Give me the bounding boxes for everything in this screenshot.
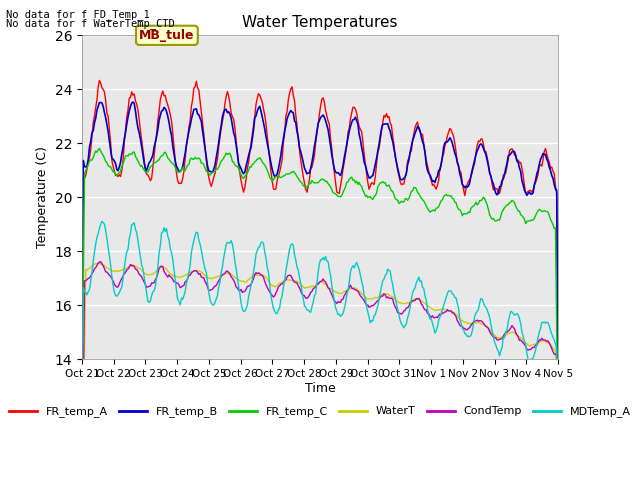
CondTemp xyxy=(554,448,562,454)
Line: WaterT: WaterT xyxy=(82,263,558,480)
WaterT xyxy=(94,260,102,266)
WaterT xyxy=(95,261,103,266)
FR_temp_A xyxy=(554,375,562,381)
X-axis label: Time: Time xyxy=(305,382,335,395)
Line: FR_temp_A: FR_temp_A xyxy=(82,81,558,378)
Title: Water Temperatures: Water Temperatures xyxy=(243,15,397,30)
MDTemp_A xyxy=(490,334,497,340)
Line: FR_temp_B: FR_temp_B xyxy=(82,102,558,372)
FR_temp_A xyxy=(111,168,118,174)
MDTemp_A xyxy=(78,434,86,440)
FR_temp_C xyxy=(94,147,102,153)
FR_temp_A xyxy=(78,357,86,363)
MDTemp_A xyxy=(94,231,102,237)
FR_temp_A xyxy=(552,183,559,189)
FR_temp_B xyxy=(419,139,426,144)
FR_temp_A xyxy=(490,187,497,192)
Line: MDTemp_A: MDTemp_A xyxy=(82,221,558,480)
FR_temp_C xyxy=(552,225,559,231)
WaterT xyxy=(554,477,562,480)
FR_temp_C xyxy=(490,216,497,221)
FR_temp_C xyxy=(419,197,426,203)
CondTemp xyxy=(490,334,497,340)
FR_temp_B xyxy=(94,104,102,109)
FR_temp_C xyxy=(324,181,332,187)
WaterT xyxy=(419,299,426,305)
Text: No data for f WaterTemp_CTD: No data for f WaterTemp_CTD xyxy=(6,18,175,29)
FR_temp_C xyxy=(554,430,562,436)
WaterT xyxy=(490,331,497,337)
CondTemp xyxy=(111,281,118,287)
MDTemp_A xyxy=(554,478,562,480)
FR_temp_A xyxy=(419,132,426,137)
CondTemp xyxy=(419,302,426,308)
FR_temp_B xyxy=(490,181,497,187)
Y-axis label: Temperature (C): Temperature (C) xyxy=(36,146,49,248)
MDTemp_A xyxy=(419,284,426,290)
FR_temp_C xyxy=(95,145,103,151)
FR_temp_A xyxy=(94,84,102,90)
MDTemp_A xyxy=(111,289,118,295)
CondTemp xyxy=(97,259,104,264)
WaterT xyxy=(111,268,118,274)
CondTemp xyxy=(552,351,559,357)
WaterT xyxy=(324,285,332,290)
FR_temp_B xyxy=(552,186,559,192)
MDTemp_A xyxy=(324,259,332,264)
FR_temp_A xyxy=(95,78,103,84)
WaterT xyxy=(552,347,559,352)
Text: MB_tule: MB_tule xyxy=(139,29,195,42)
CondTemp xyxy=(324,285,332,291)
FR_temp_C xyxy=(111,169,118,175)
Line: CondTemp: CondTemp xyxy=(82,262,558,480)
Text: No data for f FD_Temp_1: No data for f FD_Temp_1 xyxy=(6,9,150,20)
MDTemp_A xyxy=(98,218,106,224)
Line: FR_temp_C: FR_temp_C xyxy=(82,148,558,433)
FR_temp_A xyxy=(324,118,332,124)
FR_temp_B xyxy=(324,127,332,132)
Legend: FR_temp_A, FR_temp_B, FR_temp_C, WaterT, CondTemp, MDTemp_A: FR_temp_A, FR_temp_B, FR_temp_C, WaterT,… xyxy=(5,402,635,422)
FR_temp_B xyxy=(554,370,562,375)
FR_temp_C xyxy=(78,399,86,405)
MDTemp_A xyxy=(552,341,559,347)
FR_temp_B xyxy=(129,99,137,105)
FR_temp_B xyxy=(109,156,117,162)
FR_temp_B xyxy=(78,350,86,356)
CondTemp xyxy=(94,260,102,266)
